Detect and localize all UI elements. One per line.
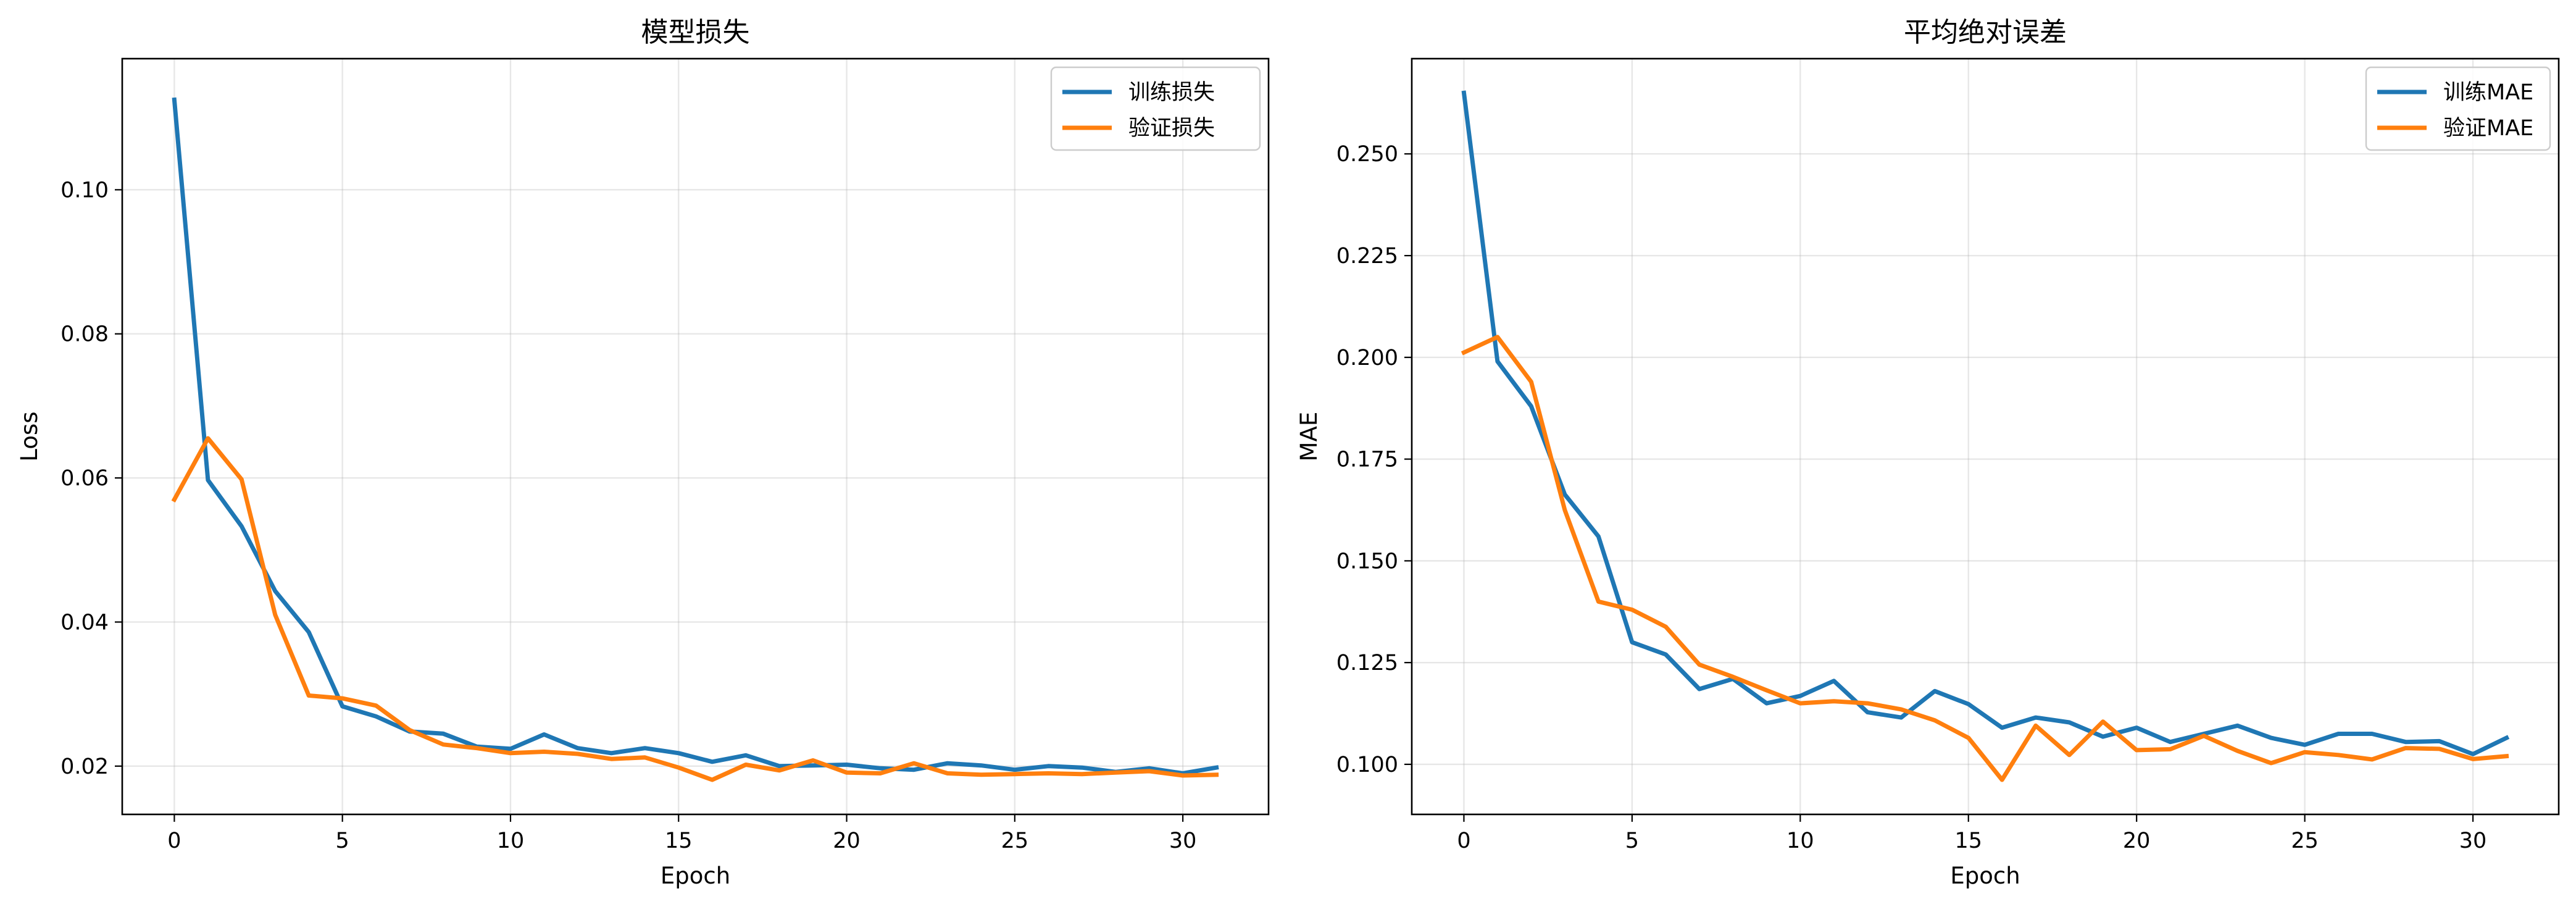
legend-label: 验证MAE — [2443, 116, 2533, 141]
y-tick-label: 0.06 — [60, 466, 109, 491]
x-tick-label: 25 — [2291, 829, 2319, 853]
legend-label: 训练MAE — [2443, 80, 2533, 105]
chart-panel-0: 0 5 10 15 20 25 30 0.02 0.04 0.06 0.08 0.10 模型损失 Epoc… — [16, 17, 1270, 889]
y-tick-label: 0.02 — [60, 754, 109, 779]
y-tick-label: 0.200 — [1336, 346, 1398, 370]
legend: 训练MAE 验证MAE — [2365, 66, 2551, 151]
x-tick-label: 5 — [336, 829, 349, 853]
x-tick-label: 0 — [1457, 829, 1470, 853]
series-line-validation — [1461, 335, 2509, 782]
y-tick-label: 0.225 — [1336, 244, 1398, 269]
y-tick-label: 0.175 — [1336, 448, 1398, 472]
chart-panel-1: 0 5 10 15 20 25 30 0.100 0.125 0.150 0.175 0.200 0.2… — [1296, 17, 2560, 889]
x-tick-label: 10 — [497, 829, 525, 853]
x-tick-label: 15 — [665, 829, 693, 853]
y-tick-label: 0.04 — [60, 610, 109, 635]
y-tick-label: 0.08 — [60, 322, 109, 347]
axes-frame — [121, 57, 1270, 816]
y-tick-label: 0.10 — [60, 178, 109, 203]
x-tick-label: 20 — [2123, 829, 2151, 853]
x-tick-label: 10 — [1786, 829, 1814, 853]
x-tick-label: 5 — [1625, 829, 1639, 853]
legend-label: 验证损失 — [1128, 116, 1215, 141]
series-line-train — [172, 97, 1219, 775]
y-axis-label: Loss — [16, 411, 43, 461]
y-tick-label: 0.125 — [1336, 651, 1398, 675]
y-axis-label: MAE — [1296, 412, 1322, 462]
x-tick-label: 0 — [167, 829, 181, 853]
legend-label: 训练损失 — [1128, 80, 1215, 105]
x-tick-label: 30 — [2459, 829, 2487, 853]
y-tick-label: 0.250 — [1336, 142, 1398, 167]
x-axis-label: Epoch — [1950, 863, 2020, 889]
x-tick-label: 15 — [1954, 829, 1982, 853]
axes-frame — [1411, 57, 2560, 816]
series-line-validation — [171, 436, 1219, 782]
y-tick-label: 0.100 — [1336, 753, 1398, 777]
chart-title: 模型损失 — [641, 17, 750, 48]
x-axis-label: Epoch — [661, 863, 730, 889]
series-line-train — [1461, 90, 2510, 756]
y-tick-label: 0.150 — [1336, 549, 1398, 574]
x-tick-label: 20 — [833, 829, 861, 853]
x-tick-label: 30 — [1169, 829, 1197, 853]
chart-title: 平均绝对误差 — [1904, 17, 2067, 48]
x-tick-label: 25 — [1001, 829, 1029, 853]
